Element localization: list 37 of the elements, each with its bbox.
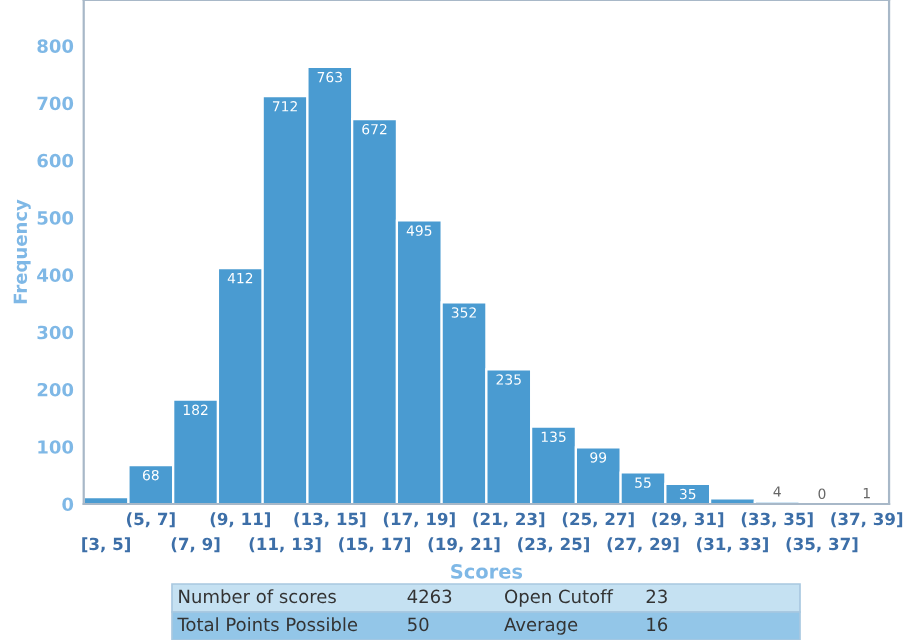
text: 4263 — [407, 589, 452, 604]
y-axis-title: Frequency — [13, 199, 31, 304]
text: Average — [504, 617, 578, 635]
text: 16 — [647, 617, 668, 632]
x-tick-label: (31, 33] — [697, 537, 768, 553]
text: Total Points Possible — [177, 617, 358, 632]
x-axis-title: Scores — [451, 564, 523, 579]
x-tick-label: (37, 39] — [831, 512, 903, 528]
x-tick-label: (17, 19] — [383, 512, 455, 528]
x-tick-label: (9, 11] — [210, 512, 270, 528]
text: Number of scores — [179, 589, 336, 604]
y-tick-label: 200 — [37, 382, 74, 397]
y-tick-label: 100 — [38, 440, 74, 454]
x-tick-label: (27, 29] — [607, 537, 679, 553]
x-tick-label: (21, 23] — [473, 512, 545, 528]
x-tick-label: (5, 7] — [126, 512, 175, 528]
text: Open Cutoff — [505, 589, 614, 607]
x-tick-label: (29, 31] — [652, 512, 724, 528]
x-tick-label: (7, 9] — [171, 537, 220, 553]
x-tick-label: (35, 37] — [786, 537, 858, 553]
x-tick-label: (11, 13] — [249, 537, 321, 553]
x-tick-label: (15, 17] — [339, 537, 410, 553]
x-tick-label: (25, 27] — [562, 512, 634, 528]
y-tick-label: 0 — [62, 497, 74, 512]
text: 50 — [408, 617, 429, 632]
x-tick-label: (19, 21] — [428, 537, 500, 553]
x-tick-label: (33, 35] — [741, 512, 813, 528]
text: 23 — [646, 589, 667, 604]
y-tick-label: 700 — [37, 96, 74, 111]
y-tick-label: 300 — [37, 325, 74, 340]
y-tick-label: 800 — [37, 39, 74, 53]
y-tick-label: 400 — [37, 268, 74, 283]
x-tick-label: (13, 15] — [294, 512, 366, 528]
x-tick-label: [3, 5] — [82, 537, 130, 553]
y-tick-label: 600 — [37, 153, 74, 168]
y-tick-label: 500 — [37, 211, 74, 225]
x-tick-label: (23, 25] — [518, 537, 589, 553]
